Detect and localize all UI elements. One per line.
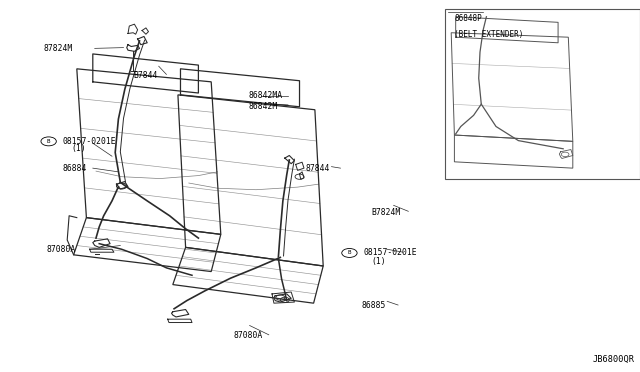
Text: 86842MA: 86842MA [248, 92, 282, 100]
Text: 08157-0201E: 08157-0201E [364, 248, 417, 257]
Text: (1): (1) [371, 257, 386, 266]
Text: 87080A: 87080A [46, 246, 76, 254]
Text: 86885: 86885 [362, 301, 386, 310]
Text: B7824M: B7824M [371, 208, 401, 217]
Text: 08157-0201E: 08157-0201E [63, 137, 116, 146]
Text: JB6800QR: JB6800QR [593, 355, 635, 364]
Text: 87844: 87844 [306, 164, 330, 173]
Text: 87824M: 87824M [44, 44, 73, 53]
Text: 86848P: 86848P [454, 14, 482, 23]
Text: B: B [47, 139, 51, 144]
Text: B7844: B7844 [133, 71, 157, 80]
Text: (1): (1) [72, 144, 86, 153]
Text: 86842M: 86842M [248, 102, 278, 110]
Text: B: B [348, 250, 351, 256]
Text: (BELT EXTENDER): (BELT EXTENDER) [454, 30, 524, 39]
Text: 87080A: 87080A [234, 331, 263, 340]
Text: 86884: 86884 [63, 164, 87, 173]
Bar [445, 9, 640, 179]
